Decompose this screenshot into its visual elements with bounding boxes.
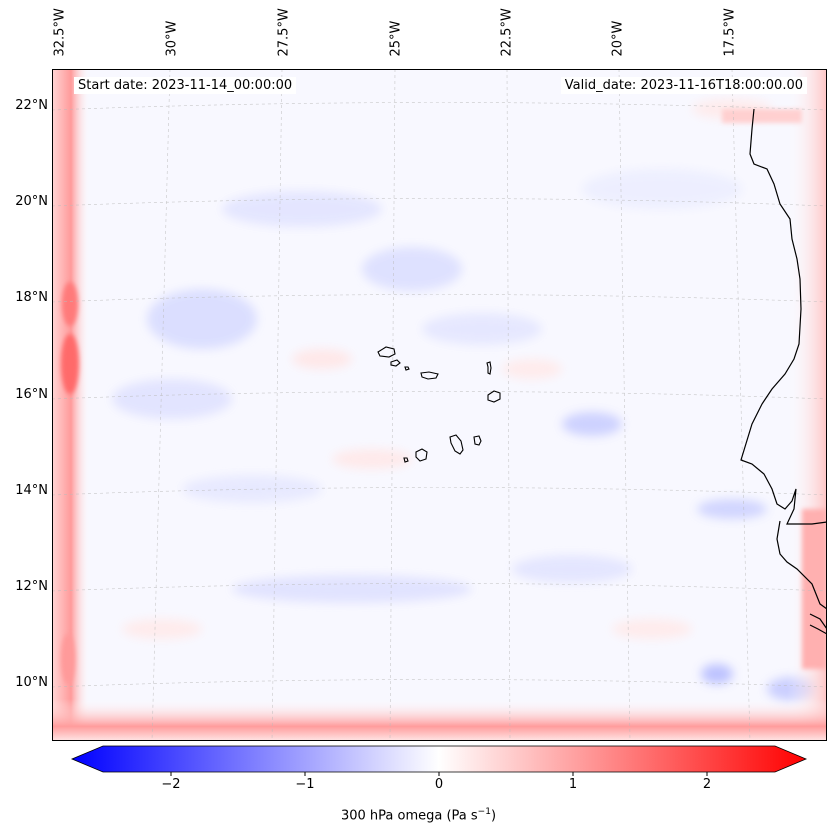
omega-map <box>52 69 827 741</box>
valid-date-label: Valid_date: 2023-11-16T18:00:00.00 <box>560 77 807 94</box>
colorbar-title: 300 hPa omega (Pa s−1) <box>340 807 497 824</box>
grid-lon-20w <box>618 69 631 741</box>
lon-tick-32-5w: 32.5°W <box>52 8 68 57</box>
island-santiago <box>449 434 464 455</box>
colorbar-label-minus1: −1 <box>295 777 315 792</box>
edge-band-left <box>52 69 90 741</box>
island-boa-vista <box>487 390 501 403</box>
island-brava <box>403 457 409 463</box>
island-santo-antao <box>377 346 396 358</box>
grid-lat-22n <box>52 102 827 111</box>
hotspot-left-mid <box>61 334 79 394</box>
grid-lat-18n <box>52 294 827 303</box>
grid-lon-27-5w <box>271 69 283 741</box>
grid-lat-20n <box>52 198 827 207</box>
lat-tick-10n: 10°N <box>15 675 48 690</box>
island-sal <box>486 361 492 375</box>
grid-lat-12n <box>52 583 827 592</box>
colorbar-label-2: 2 <box>702 777 712 792</box>
africa-coastline <box>740 108 827 635</box>
lat-tick-20n: 20°N <box>15 194 48 209</box>
island-maio <box>473 435 482 446</box>
grid-lat-16n <box>52 391 827 400</box>
lat-tick-12n: 12°N <box>15 579 48 594</box>
map-frame <box>52 69 827 741</box>
grid-lon-30w <box>151 69 171 741</box>
hotspot-left-upper <box>62 282 78 326</box>
grid-lon-17-5w <box>731 69 751 741</box>
lon-tick-17-5w: 17.5°W <box>722 8 738 57</box>
colorbar <box>70 745 808 776</box>
grid-lat-14n <box>52 487 827 496</box>
lon-tick-20w: 20°W <box>610 20 626 57</box>
lat-tick-16n: 16°N <box>15 387 48 402</box>
lon-tick-22-5w: 22.5°W <box>499 8 515 57</box>
lat-tick-18n: 18°N <box>15 290 48 305</box>
island-santa-luzia <box>404 366 410 371</box>
colorbar-bar <box>70 745 808 773</box>
graticule <box>52 69 827 741</box>
lon-tick-30w: 30°W <box>164 20 180 57</box>
edge-band-bottom <box>52 699 827 741</box>
grid-lon-25w <box>389 69 396 741</box>
grid-lon-22-5w <box>506 69 511 741</box>
lat-tick-22n: 22°N <box>15 98 48 113</box>
lon-tick-25w: 25°W <box>388 20 404 57</box>
grid-lat-10n <box>52 679 827 688</box>
colorbar-label-0: 0 <box>434 777 444 792</box>
colorbar-label-minus2: −2 <box>161 777 181 792</box>
band-right-top <box>722 109 802 123</box>
island-sao-vicente <box>390 359 401 367</box>
lon-tick-27-5w: 27.5°W <box>276 8 292 57</box>
hotspot-left-lower <box>61 634 75 684</box>
start-date-label: Start date: 2023-11-14_00:00:00 <box>74 77 297 94</box>
colorbar-label-1: 1 <box>568 777 578 792</box>
island-fogo <box>415 448 428 462</box>
lat-tick-14n: 14°N <box>15 483 48 498</box>
cape-verde-islands <box>377 346 501 463</box>
island-sao-nicolau <box>420 371 439 380</box>
